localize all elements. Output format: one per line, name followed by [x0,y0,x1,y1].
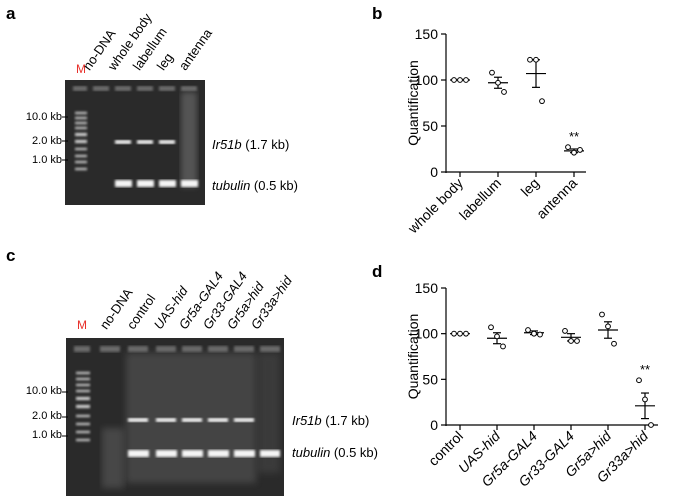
size-label-c-2kb: 2.0 kb [32,410,62,422]
x-tick-label: antenna [533,175,580,222]
y-tick-label: 0 [430,417,438,433]
data-point [451,77,457,83]
lane-label-a-3: leg [153,50,176,73]
data-point [571,149,577,156]
panel-letter-c: c [6,246,16,265]
chart-d: 050100150QuantificationcontrolUAS-hidGr5… [405,280,658,490]
size-label-a-1kb: 1.0 kb [32,154,62,166]
size-label-a-10kb: 10.0 kb [25,111,62,123]
data-point [539,98,545,105]
band-label-a-ir51b: Ir51b (1.7 kb) [212,137,290,152]
gel-image-c [66,338,284,496]
y-tick-label: 150 [415,26,439,42]
size-label-c-1kb: 1.0 kb [32,429,62,441]
data-point [568,338,574,344]
data-point [565,144,571,151]
data-point [599,311,605,318]
gel-image-a [65,80,205,205]
data-point [488,324,494,331]
lane-label-a-4: antenna [175,25,215,73]
significance-label: ** [569,129,579,144]
marker-label-c: M [77,318,87,332]
panel-letter-a: a [6,4,16,23]
y-tick-label: 50 [422,371,438,387]
data-point [527,56,533,63]
data-point [463,330,469,337]
size-label-a-2kb: 2.0 kb [32,135,62,147]
data-point [494,333,500,340]
data-point [636,377,642,384]
y-tick-label: 50 [422,118,438,134]
x-tick-label: leg [518,175,543,200]
marker-label-a: M [76,62,86,76]
data-point [501,89,507,95]
band-label-a-tubulin: tubulin (0.5 kb) [212,178,298,193]
y-axis-label: Quantification [405,60,421,146]
x-tick-label: whole body [404,175,466,237]
data-point [489,69,495,76]
data-point [525,327,531,333]
size-ticks-c [62,391,68,437]
band-label-c-ir51b: Ir51b (1.7 kb) [292,413,370,428]
data-point [611,340,617,347]
significance-label: ** [640,362,650,377]
data-point [642,396,648,403]
data-point [537,331,543,338]
size-label-c-10kb: 10.0 kb [25,385,62,397]
data-point [648,422,654,428]
size-ticks-a [62,116,68,161]
data-point [533,56,539,63]
data-point [531,330,537,337]
band-label-c-tubulin: tubulin (0.5 kb) [292,445,378,460]
data-point [605,323,611,330]
y-tick-label: 150 [415,280,439,296]
data-point [574,338,580,344]
data-point [495,79,501,86]
data-point [577,147,583,153]
y-tick-label: 100 [415,326,439,342]
data-point [451,330,457,337]
y-tick-label: 0 [430,164,438,180]
data-point [500,343,506,350]
chart-b: 0 50 100 150 Quantification whole bodylabellu… [404,26,586,237]
panel-letter-d: d [372,262,383,281]
y-tick-label: 100 [415,72,439,88]
x-tick-label: labellum [456,175,504,223]
panel-letter-b: b [372,4,383,23]
data-point [562,328,568,334]
data-point [457,77,463,83]
data-point [457,330,463,337]
y-axis-label: Quantification [405,314,421,400]
data-point [463,77,469,83]
